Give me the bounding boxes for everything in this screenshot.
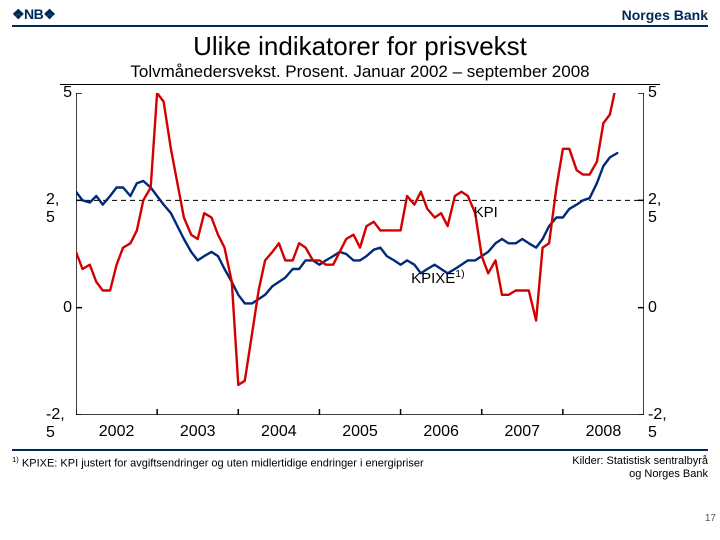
footnote-row: 1) KPIXE: KPI justert for avgiftsendring…	[0, 455, 720, 483]
footnote-sup: 1)	[12, 455, 19, 464]
page-number: 17	[705, 513, 716, 524]
x-axis-label: 2006	[423, 423, 459, 441]
logo: ❖NB❖	[12, 6, 55, 23]
chart-area: -2, 5-2, 5002, 52, 555200220032004200520…	[46, 93, 674, 443]
y-axis-label-right: 5	[648, 84, 657, 102]
footnote-left: 1) KPIXE: KPI justert for avgiftsendring…	[12, 455, 424, 483]
x-axis-label: 2007	[504, 423, 540, 441]
series-label-kpi: KPI	[474, 204, 498, 221]
y-axis-label-right: 0	[648, 299, 657, 317]
x-axis-label: 2008	[586, 423, 622, 441]
plot-area	[76, 93, 644, 415]
footnote-right: Kilder: Statistisk sentralbyrå og Norges…	[572, 455, 708, 483]
x-axis-label: 2005	[342, 423, 378, 441]
y-axis-label-right: -2, 5	[648, 406, 674, 442]
source-line2: og Norges Bank	[629, 468, 708, 480]
source-line1: Kilder: Statistisk sentralbyrå	[572, 455, 708, 467]
page-title: Ulike indikatorer for prisvekst	[0, 31, 720, 62]
title-block: Ulike indikatorer for prisvekst Tolvmåne…	[0, 31, 720, 85]
x-axis-label: 2002	[99, 423, 135, 441]
line-chart-svg	[76, 93, 644, 415]
series-label-kpixe: KPIXE1)	[411, 268, 465, 287]
x-axis-label: 2004	[261, 423, 297, 441]
footnote-text: KPIXE: KPI justert for avgiftsendringer …	[19, 457, 424, 469]
y-axis-label-right: 2, 5	[648, 191, 674, 227]
y-axis-label-left: 0	[63, 299, 72, 317]
header-rule	[12, 25, 708, 27]
y-axis-label-left: 5	[63, 84, 72, 102]
x-axis-label: 2003	[180, 423, 216, 441]
bank-name: Norges Bank	[622, 7, 708, 23]
footer-rule	[12, 449, 708, 451]
page-subtitle: Tolvmånedersvekst. Prosent. Januar 2002 …	[60, 62, 660, 85]
y-axis-label-left: 2, 5	[46, 191, 72, 227]
y-axis-label-left: -2, 5	[46, 406, 72, 442]
header-bar: ❖NB❖ Norges Bank	[0, 0, 720, 25]
